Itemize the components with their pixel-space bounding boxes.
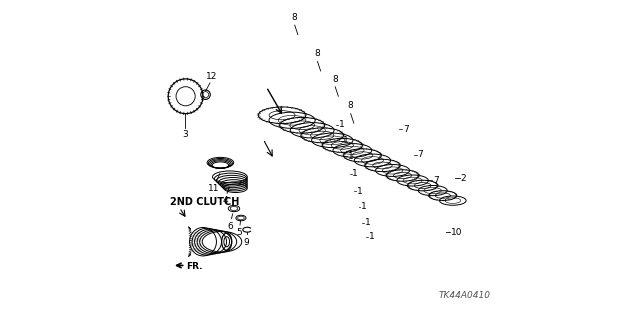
Text: 8: 8: [292, 13, 298, 22]
Text: 1: 1: [352, 169, 358, 178]
Text: 8: 8: [348, 101, 353, 110]
Text: 1: 1: [365, 218, 371, 227]
Text: 10: 10: [451, 228, 463, 237]
Text: 1: 1: [344, 136, 349, 145]
Text: 11: 11: [208, 184, 219, 193]
Text: 1: 1: [339, 120, 344, 129]
Text: 2ND CLUTCH: 2ND CLUTCH: [170, 197, 239, 207]
Text: 7: 7: [418, 150, 424, 159]
Text: 3: 3: [182, 130, 188, 139]
Text: 7: 7: [433, 175, 438, 185]
Text: 8: 8: [315, 49, 321, 58]
Text: 1: 1: [356, 187, 362, 196]
Text: TK44A0410: TK44A0410: [438, 291, 491, 300]
Text: 6: 6: [227, 222, 233, 231]
Text: 2: 2: [461, 174, 467, 183]
Text: 12: 12: [206, 72, 218, 81]
Text: 7: 7: [403, 125, 408, 134]
Text: 4: 4: [222, 197, 228, 205]
Text: 9: 9: [243, 238, 249, 247]
Text: 1: 1: [361, 203, 367, 211]
Text: 1: 1: [348, 152, 353, 161]
Text: FR.: FR.: [186, 262, 203, 271]
Text: 1: 1: [369, 233, 374, 241]
Text: 8: 8: [332, 75, 338, 84]
Text: 5: 5: [236, 228, 242, 237]
